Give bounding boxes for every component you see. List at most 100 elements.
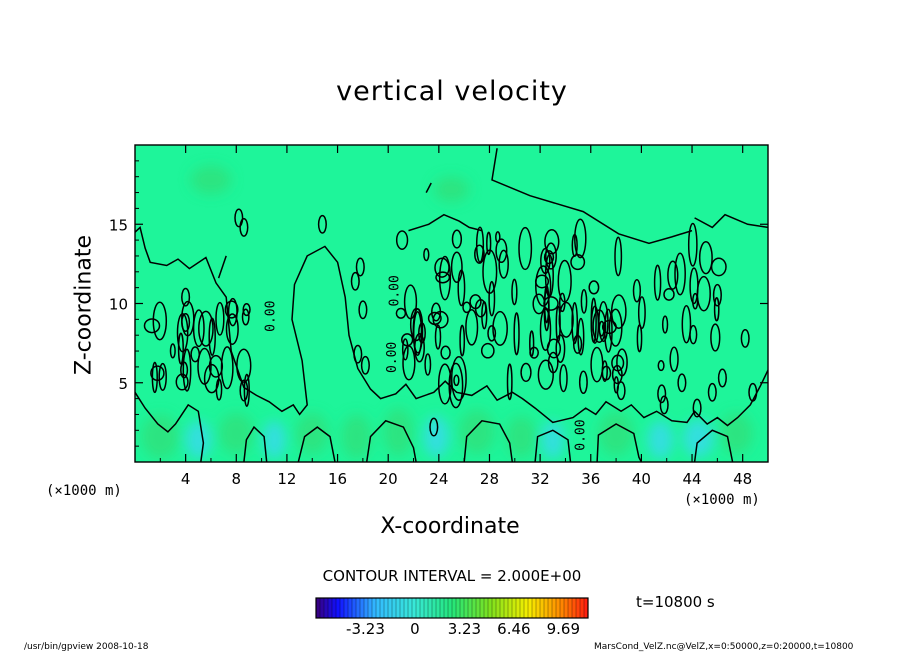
colorbar-frame bbox=[315, 597, 589, 619]
contour-cell-46 bbox=[608, 308, 623, 347]
colorbar-swatch-14 bbox=[372, 598, 377, 618]
contour-cell-163 bbox=[659, 395, 669, 415]
contour-cell-111 bbox=[395, 230, 409, 250]
contour-cell-45 bbox=[537, 359, 554, 390]
contour-cell-107 bbox=[681, 304, 692, 344]
colorbar-swatch-60 bbox=[556, 598, 561, 618]
y-tick-label-0: 5 bbox=[118, 375, 128, 393]
colorbar-swatch-30 bbox=[436, 598, 441, 618]
contour-cell-169 bbox=[748, 382, 758, 402]
colorbar-swatch-53 bbox=[528, 598, 533, 618]
colorbar-swatch-29 bbox=[432, 598, 437, 618]
contour-cell-10 bbox=[513, 312, 520, 356]
colorbar-swatch-23 bbox=[408, 598, 413, 618]
shading-blob-10 bbox=[541, 420, 565, 459]
contour-cell-123 bbox=[241, 308, 250, 326]
contour-line-9 bbox=[408, 213, 483, 232]
contour-cell-17 bbox=[480, 342, 495, 359]
contour-line-6 bbox=[534, 429, 572, 462]
colorbar-swatch-15 bbox=[376, 598, 381, 618]
contour-cell-116 bbox=[495, 231, 501, 244]
contour-cell-96 bbox=[546, 338, 562, 359]
contour-cell-66 bbox=[487, 325, 497, 342]
contour-cell-28 bbox=[453, 374, 460, 387]
contour-cell-146 bbox=[242, 303, 251, 317]
contour-cell-149 bbox=[152, 301, 168, 341]
contour-cell-166 bbox=[707, 382, 717, 402]
shading-blob-4 bbox=[295, 412, 329, 455]
contour-cell-99 bbox=[653, 264, 662, 301]
contour-cell-56 bbox=[555, 334, 566, 363]
contour-cell-98 bbox=[431, 302, 442, 322]
contour-cell-153 bbox=[353, 344, 363, 364]
contour-cell-77 bbox=[663, 287, 675, 301]
colorbar-swatch-22 bbox=[404, 598, 409, 618]
contour-line-7 bbox=[596, 423, 643, 462]
x-tick-label-3: 16 bbox=[328, 470, 347, 488]
contour-cell-71 bbox=[667, 260, 679, 290]
contour-cell-157 bbox=[239, 217, 249, 237]
colorbar-swatch-35 bbox=[456, 598, 461, 618]
contour-cell-8 bbox=[451, 229, 463, 249]
colorbar-swatch-10 bbox=[356, 598, 361, 618]
shading-blob-0 bbox=[141, 414, 180, 459]
contour-cell-88 bbox=[590, 346, 604, 383]
contour-cell-108 bbox=[450, 251, 463, 284]
colorbar-swatch-32 bbox=[444, 598, 449, 618]
colorbar-swatch-21 bbox=[400, 598, 405, 618]
shading-blob-14 bbox=[719, 412, 753, 455]
contour-cell-164 bbox=[677, 373, 687, 393]
contour-cell-5 bbox=[450, 356, 467, 401]
colorbar-swatch-52 bbox=[524, 598, 529, 618]
contour-cell-95 bbox=[689, 267, 699, 305]
contour-cell-160 bbox=[429, 417, 439, 437]
shading-blob-11 bbox=[598, 411, 634, 456]
colorbar-swatch-1 bbox=[320, 598, 325, 618]
contour-line-10 bbox=[425, 182, 432, 193]
contour-cell-69 bbox=[712, 283, 722, 307]
contour-cell-119 bbox=[403, 284, 418, 320]
contour-cell-21 bbox=[465, 308, 479, 346]
colorbar-swatch-13 bbox=[368, 598, 373, 618]
colorbar-swatch-57 bbox=[544, 598, 549, 618]
contour-cell-145 bbox=[243, 373, 250, 407]
contour-cell-114 bbox=[437, 363, 452, 405]
contour-cell-130 bbox=[225, 313, 239, 345]
colorbar-swatch-7 bbox=[344, 598, 349, 618]
x-tick-label-0: 4 bbox=[181, 470, 191, 488]
x-tick-label-6: 28 bbox=[480, 470, 499, 488]
colorbar-swatch-54 bbox=[532, 598, 537, 618]
contour-cell-61 bbox=[572, 334, 583, 354]
contour-cell-68 bbox=[488, 280, 496, 317]
contour-cell-167 bbox=[717, 368, 727, 388]
contour-cell-44 bbox=[574, 218, 587, 259]
colorbar-swatch-8 bbox=[348, 598, 353, 618]
colorbar-swatch-0 bbox=[316, 598, 321, 618]
colorbar-swatch-65 bbox=[576, 598, 581, 618]
colorbar-swatch-28 bbox=[428, 598, 433, 618]
colorbar-swatch-51 bbox=[520, 598, 525, 618]
chart-title: vertical velocity bbox=[336, 76, 568, 107]
contour-cell-30 bbox=[559, 364, 568, 393]
x-tick-label-4: 20 bbox=[379, 470, 398, 488]
contour-cell-90 bbox=[414, 332, 425, 363]
contour-cell-139 bbox=[203, 363, 220, 394]
contour-cell-43 bbox=[557, 259, 572, 303]
colorbar-swatch-40 bbox=[476, 598, 481, 618]
contour-cell-159 bbox=[181, 313, 191, 332]
colorbar-swatch-47 bbox=[504, 598, 509, 618]
contour-cell-73 bbox=[518, 226, 533, 271]
colorbar-swatch-25 bbox=[416, 598, 421, 618]
contour-cell-165 bbox=[692, 398, 702, 418]
contour-interval-label: CONTOUR INTERVAL = 2.000E+00 bbox=[322, 567, 582, 585]
contour-line-11 bbox=[491, 148, 693, 245]
colorbar-swatch-27 bbox=[424, 598, 429, 618]
zero-contour-label-0: 0.00 bbox=[263, 301, 278, 332]
contour-cell-131 bbox=[143, 318, 161, 334]
shading-layer bbox=[141, 165, 753, 459]
contour-cell-27 bbox=[614, 236, 623, 277]
contour-cell-147 bbox=[220, 346, 234, 390]
contour-cell-13 bbox=[440, 345, 451, 360]
contour-line-8 bbox=[693, 429, 734, 462]
contour-cell-118 bbox=[481, 301, 488, 330]
